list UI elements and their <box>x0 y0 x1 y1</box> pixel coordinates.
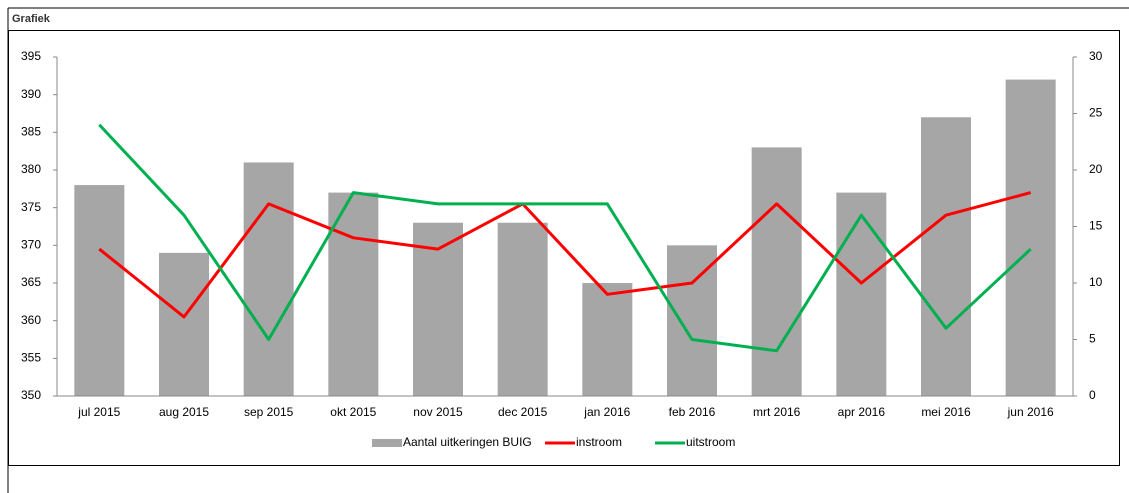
bar <box>497 222 548 396</box>
y2-tick-label: 10 <box>1089 275 1103 289</box>
line <box>98 123 1032 353</box>
bar <box>74 185 125 396</box>
bar <box>328 192 379 396</box>
x-tick-label: jan 2016 <box>583 405 630 419</box>
y-tick-label: 360 <box>21 313 41 327</box>
x-tick-label: feb 2016 <box>669 405 716 419</box>
x-tick-label: dec 2015 <box>498 405 548 419</box>
x-tick-label: apr 2016 <box>838 405 886 419</box>
x-tick-label: mrt 2016 <box>753 405 801 419</box>
y2-tick-label: 0 <box>1089 388 1096 402</box>
y-tick-label: 370 <box>21 238 41 252</box>
y2-tick-label: 15 <box>1089 219 1103 233</box>
y2-tick-label: 30 <box>1089 49 1103 63</box>
bar <box>1005 79 1056 396</box>
x-tick-label: jun 2016 <box>1007 405 1054 419</box>
x-tick-label: nov 2015 <box>413 405 463 419</box>
y-tick-label: 375 <box>21 200 41 214</box>
y-tick-label: 390 <box>21 87 41 101</box>
y2-tick-label: 20 <box>1089 162 1103 176</box>
x-tick-label: mei 2016 <box>921 405 971 419</box>
bar <box>413 222 463 396</box>
y-tick-label: 380 <box>21 162 41 176</box>
legend-swatch <box>372 439 402 447</box>
x-tick-label: okt 2015 <box>330 405 376 419</box>
y-tick-label: 365 <box>21 275 41 289</box>
bar <box>582 283 633 396</box>
bar <box>751 147 802 396</box>
bar <box>243 162 294 396</box>
y2-tick-label: 25 <box>1089 106 1103 120</box>
legend-label: uitstroom <box>686 435 735 449</box>
chart-title: Grafiek <box>12 13 51 25</box>
x-tick-label: aug 2015 <box>159 405 209 419</box>
legend-label: instroom <box>576 435 622 449</box>
bar <box>921 117 971 397</box>
y-tick-label: 385 <box>21 125 41 139</box>
bar <box>836 192 887 396</box>
line <box>98 191 1032 319</box>
y2-tick-label: 5 <box>1089 332 1096 346</box>
y-tick-label: 350 <box>21 388 41 402</box>
bar <box>159 252 209 396</box>
y-tick-label: 395 <box>21 49 41 63</box>
chart-frame <box>8 30 1120 466</box>
x-tick-label: jul 2015 <box>77 405 120 419</box>
legend-label: Aantal uitkeringen BUIG <box>403 435 532 449</box>
y-tick-label: 355 <box>21 351 41 365</box>
bar <box>667 245 717 396</box>
x-tick-label: sep 2015 <box>244 405 294 419</box>
